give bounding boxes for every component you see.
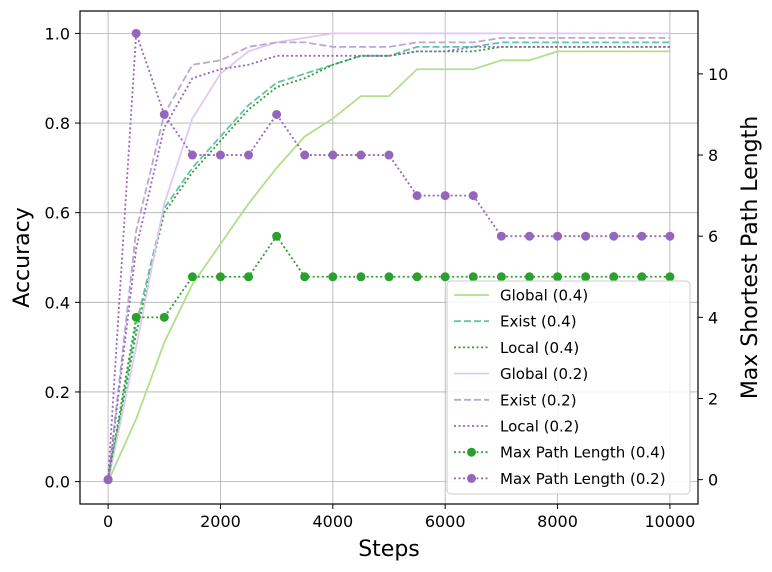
series-7-point-11 <box>412 191 422 201</box>
series-7-point-13 <box>468 191 478 201</box>
series-6-point-7 <box>300 272 310 282</box>
series-6-point-1 <box>131 312 141 322</box>
legend-label-7: Max Path Length (0.2) <box>500 470 666 488</box>
legend-marker-6 <box>467 447 476 457</box>
y2-axis-title: Max Shortest Path Length <box>738 116 763 399</box>
legend-label-4: Exist (0.2) <box>500 391 577 409</box>
x-tick-label-2: 4000 <box>312 512 353 531</box>
series-7-point-2 <box>159 109 169 119</box>
series-6-point-17 <box>581 272 591 282</box>
series-7-point-6 <box>272 109 282 119</box>
y2-tick-label-0: 0 <box>708 471 718 490</box>
plot-frame <box>79 10 699 505</box>
series-7-point-3 <box>187 150 197 160</box>
legend-label-5: Local (0.2) <box>500 418 579 436</box>
x-axis-title: Steps <box>358 537 420 562</box>
y-axis-title: Accuracy <box>10 207 35 307</box>
series-7-point-4 <box>215 150 225 160</box>
x-tick-label-1: 2000 <box>200 512 241 531</box>
series-7-point-1 <box>131 28 141 38</box>
series-7-point-16 <box>553 231 563 241</box>
series-7-point-0 <box>103 475 113 485</box>
series-line-2 <box>107 45 670 482</box>
y2-tick-label-2: 4 <box>708 308 718 327</box>
grid <box>80 11 698 504</box>
series-6-point-3 <box>187 272 197 282</box>
x-axis: 0 2000 4000 6000 8000 10000 <box>103 504 695 531</box>
series-7-point-19 <box>637 231 647 241</box>
series-6-point-19 <box>637 272 647 282</box>
legend-box <box>446 280 691 495</box>
y-tick-label-1: 0.2 <box>45 383 70 402</box>
series-6-point-18 <box>609 272 619 282</box>
series-6-point-12 <box>440 272 450 282</box>
series-6-point-5 <box>244 272 254 282</box>
series-6-point-2 <box>159 312 169 322</box>
series-6-point-15 <box>524 272 534 282</box>
legend-label-1: Exist (0.4) <box>500 313 577 331</box>
series-6-point-16 <box>553 272 563 282</box>
y-tick-label-4: 0.8 <box>45 114 70 133</box>
series-7-point-15 <box>524 231 534 241</box>
y2-tick-label-3: 6 <box>708 227 718 246</box>
y2-tick-label-1: 2 <box>708 390 718 409</box>
legend-label-3: Global (0.2) <box>500 365 588 383</box>
series-6-point-6 <box>272 231 282 241</box>
x-tick-label-3: 6000 <box>425 512 466 531</box>
x-tick-label-4: 8000 <box>537 512 578 531</box>
series-7-point-5 <box>244 150 254 160</box>
series-line-0 <box>107 50 670 482</box>
x-tick-label-5: 10000 <box>644 512 695 531</box>
y-tick-label-2: 0.4 <box>45 293 70 312</box>
legend-label-0: Global (0.4) <box>500 287 588 305</box>
series-line-1 <box>107 41 670 482</box>
y-axis-left: 0.0 0.2 0.4 0.6 0.8 1.0 <box>45 24 80 492</box>
y2-tick-label-5: 10 <box>708 65 728 84</box>
y-tick-label-0: 0.0 <box>45 473 70 492</box>
series-6-point-13 <box>468 272 478 282</box>
series-6-point-11 <box>412 272 422 282</box>
y-axis-right: 0 2 4 6 8 10 <box>698 65 728 490</box>
series-6-point-4 <box>215 272 225 282</box>
series-7-point-8 <box>328 150 338 160</box>
series-6-point-14 <box>496 272 506 282</box>
series-7-point-14 <box>496 231 506 241</box>
series-6-point-8 <box>328 272 338 282</box>
y2-tick-label-4: 8 <box>708 146 718 165</box>
y-tick-label-5: 1.0 <box>45 24 70 43</box>
legend-label-6: Max Path Length (0.4) <box>500 444 666 462</box>
series-6-point-20 <box>665 272 675 282</box>
legend: Global (0.4) Exist (0.4) Local (0.4) Global… <box>446 280 691 495</box>
legend-marker-7 <box>467 473 476 483</box>
series-layer <box>103 28 675 485</box>
series-7-point-9 <box>356 150 366 160</box>
series-line-3 <box>107 32 670 482</box>
series-7-point-10 <box>384 150 394 160</box>
series-7-point-12 <box>440 191 450 201</box>
series-7-point-17 <box>581 231 591 241</box>
y-tick-label-3: 0.6 <box>45 204 70 223</box>
series-7-point-7 <box>300 150 310 160</box>
series-6-point-10 <box>384 272 394 282</box>
series-6-point-9 <box>356 272 366 282</box>
legend-label-2: Local (0.4) <box>500 339 579 357</box>
x-tick-label-0: 0 <box>103 512 113 531</box>
series-7-point-18 <box>609 231 619 241</box>
series-7-point-20 <box>665 231 675 241</box>
